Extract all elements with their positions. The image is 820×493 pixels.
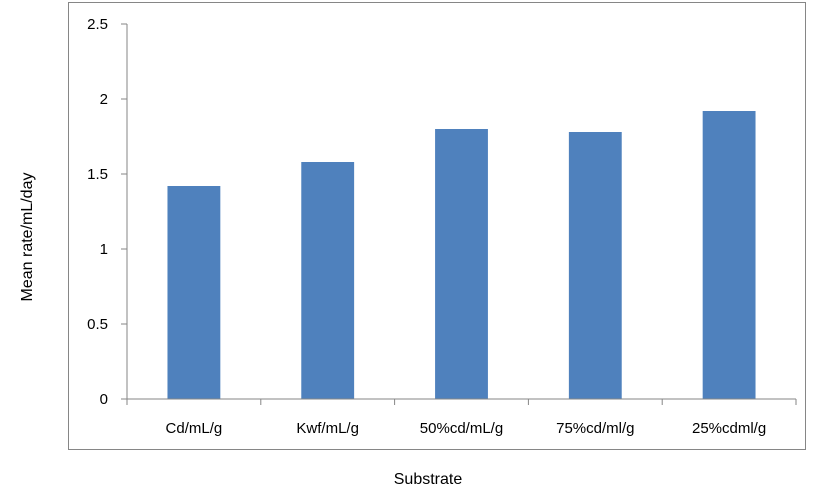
- y-axis-ticks: [121, 23, 127, 400]
- y-tick-label: 1: [100, 241, 108, 258]
- y-axis-tick-labels: 0 0.5 1 1.5 2 2.5: [87, 16, 108, 408]
- x-tick-label: 75%cd/ml/g: [556, 420, 634, 437]
- bar-25-cdml-g: [702, 111, 756, 399]
- y-tick-label: 1.5: [87, 166, 108, 183]
- x-tick-label: 25%cdml/g: [692, 420, 766, 437]
- y-axis-title: Mean rate/mL/day: [19, 173, 36, 302]
- bar-kwf-ml-g: [301, 162, 355, 399]
- chart-frame: [68, 2, 806, 450]
- y-tick-label: 0.5: [87, 316, 108, 333]
- x-tick-label: 50%cd/mL/g: [420, 420, 503, 437]
- bars: [167, 111, 756, 399]
- x-axis-tick-labels: Cd/mL/g Kwf/mL/g 50%cd/mL/g 75%cd/ml/g 25%cd…: [166, 420, 767, 437]
- x-tick-label: Cd/mL/g: [166, 420, 223, 437]
- x-tick-label: Kwf/mL/g: [296, 420, 359, 437]
- y-tick-label: 2: [100, 91, 108, 108]
- bar-50-cd-ml-g: [435, 129, 488, 399]
- bar-cd-ml-g: [167, 186, 221, 399]
- x-axis-title: Substrate: [394, 471, 463, 488]
- y-tick-label: 2.5: [87, 16, 108, 33]
- y-tick-label: 0: [100, 391, 108, 408]
- bar-75-cd-ml-g: [568, 132, 622, 399]
- x-axis-ticks: [126, 399, 797, 405]
